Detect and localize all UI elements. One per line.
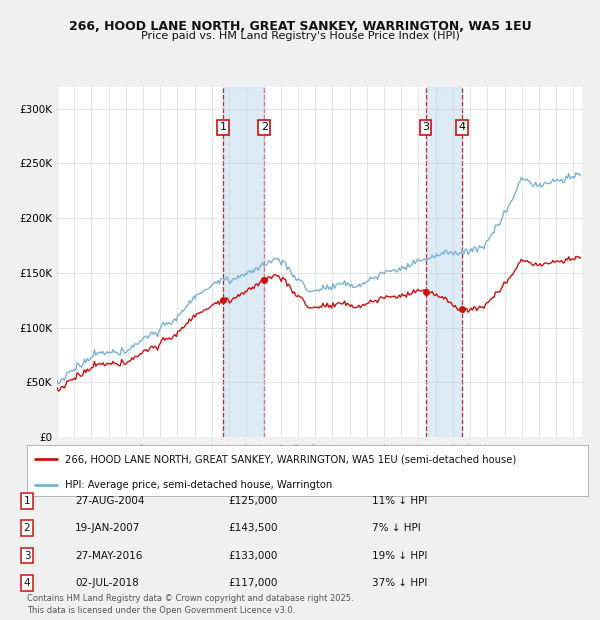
Text: 27-AUG-2004: 27-AUG-2004 <box>75 496 145 506</box>
Text: 3: 3 <box>422 122 429 132</box>
Text: 4: 4 <box>23 578 31 588</box>
Text: 02-JUL-2018: 02-JUL-2018 <box>75 578 139 588</box>
Text: 1: 1 <box>23 496 31 506</box>
Text: 4: 4 <box>458 122 465 132</box>
Text: 11% ↓ HPI: 11% ↓ HPI <box>372 496 427 506</box>
Text: £125,000: £125,000 <box>228 496 277 506</box>
Text: 3: 3 <box>23 551 31 560</box>
Text: HPI: Average price, semi-detached house, Warrington: HPI: Average price, semi-detached house,… <box>65 480 332 490</box>
Text: 27-MAY-2016: 27-MAY-2016 <box>75 551 142 560</box>
Text: 37% ↓ HPI: 37% ↓ HPI <box>372 578 427 588</box>
Text: 7% ↓ HPI: 7% ↓ HPI <box>372 523 421 533</box>
Text: £133,000: £133,000 <box>228 551 277 560</box>
Text: Price paid vs. HM Land Registry's House Price Index (HPI): Price paid vs. HM Land Registry's House … <box>140 31 460 41</box>
Text: 266, HOOD LANE NORTH, GREAT SANKEY, WARRINGTON, WA5 1EU: 266, HOOD LANE NORTH, GREAT SANKEY, WARR… <box>68 20 532 33</box>
Text: 1: 1 <box>220 122 227 132</box>
Text: 2: 2 <box>23 523 31 533</box>
Bar <box>425 87 461 437</box>
Text: 19% ↓ HPI: 19% ↓ HPI <box>372 551 427 560</box>
Bar <box>223 87 265 437</box>
Text: £143,500: £143,500 <box>228 523 277 533</box>
Text: £117,000: £117,000 <box>228 578 277 588</box>
Text: 266, HOOD LANE NORTH, GREAT SANKEY, WARRINGTON, WA5 1EU (semi-detached house): 266, HOOD LANE NORTH, GREAT SANKEY, WARR… <box>65 454 517 464</box>
Text: 2: 2 <box>261 122 268 132</box>
Text: Contains HM Land Registry data © Crown copyright and database right 2025.
This d: Contains HM Land Registry data © Crown c… <box>27 594 353 615</box>
Text: 19-JAN-2007: 19-JAN-2007 <box>75 523 140 533</box>
